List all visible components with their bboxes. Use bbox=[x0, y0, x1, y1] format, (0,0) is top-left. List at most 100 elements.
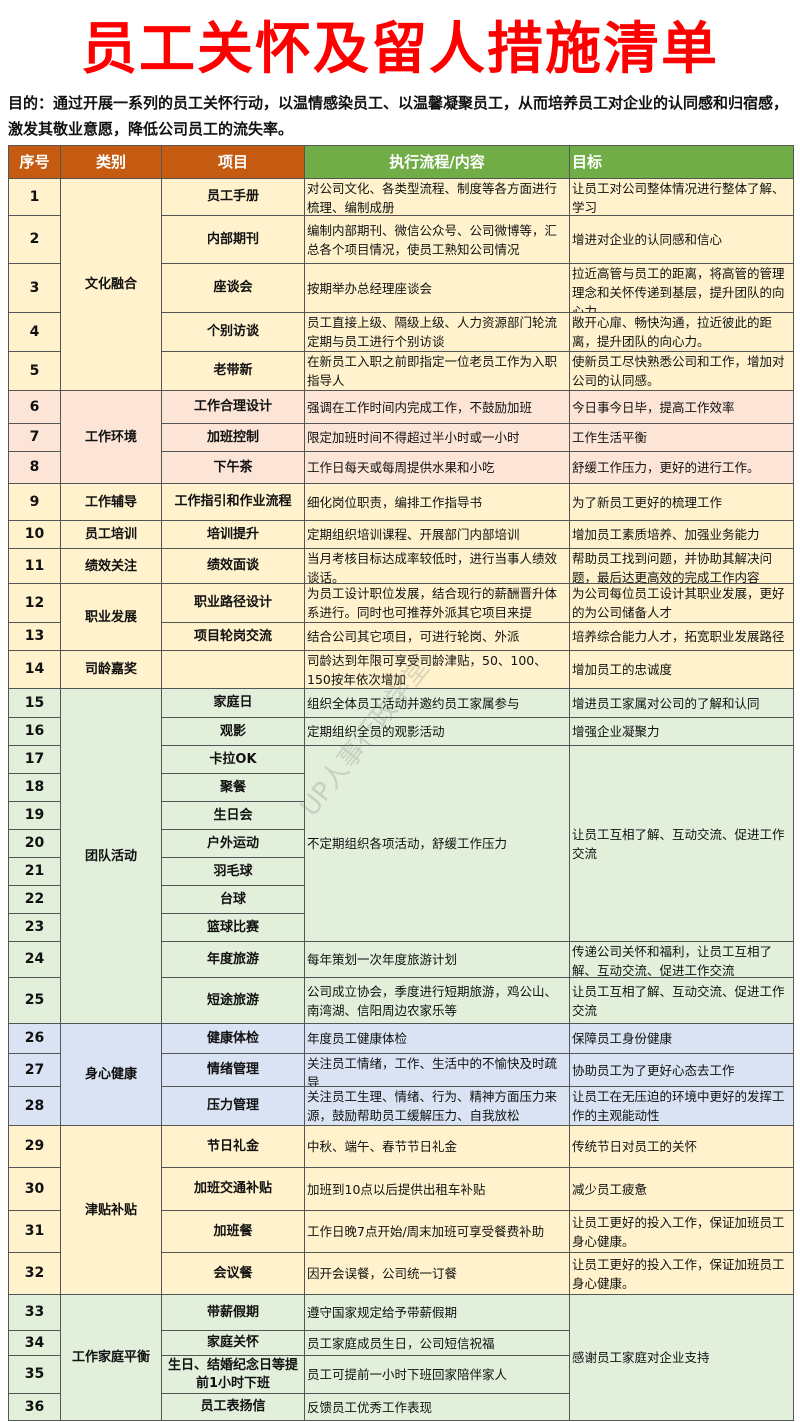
goal-cell-text: 舒缓工作压力，更好的进行工作。 bbox=[572, 460, 760, 475]
row-number: 3 bbox=[9, 264, 61, 313]
content-cell: 反馈员工优秀工作表现 bbox=[305, 1394, 570, 1421]
content-cell-text: 年度员工健康体检 bbox=[307, 1031, 408, 1046]
goal-cell: 使新员工尽快熟悉公司和工作，增加对公司的认同感。 bbox=[570, 352, 794, 391]
content-cell-text: 每年策划一次年度旅游计划 bbox=[307, 952, 458, 967]
item-cell: 个别访谈 bbox=[162, 313, 305, 352]
content-cell: 定期组织培训课程、开展部门内部培训 bbox=[305, 521, 570, 549]
item-cell: 加班控制 bbox=[162, 424, 305, 452]
row-number-text: 1 bbox=[29, 188, 40, 205]
content-cell: 公司成立协会，季度进行短期旅游，鸡公山、南湾湖、信阳周边农家乐等 bbox=[305, 978, 570, 1024]
item-cell: 年度旅游 bbox=[162, 942, 305, 978]
row-number: 10 bbox=[9, 521, 61, 549]
goal-cell: 增进员工家属对公司的了解和认同 bbox=[570, 689, 794, 718]
item-cell: 内部期刊 bbox=[162, 216, 305, 264]
item-cell: 培训提升 bbox=[162, 521, 305, 549]
item-cell bbox=[162, 651, 305, 689]
category-cell-text: 文化融合 bbox=[84, 277, 137, 292]
content-cell: 关注员工生理、情绪、行为、精神方面压力来源，鼓励帮助员工缓解压力、自我放松 bbox=[305, 1087, 570, 1126]
category-cell-text: 职业发展 bbox=[84, 609, 137, 625]
row-number: 29 bbox=[9, 1126, 61, 1168]
row-number: 14 bbox=[9, 651, 61, 689]
goal-cell: 为了新员工更好的梳理工作 bbox=[570, 484, 794, 521]
content-cell: 司龄达到年限可享受司龄津贴，50、100、150按年依次增加 bbox=[305, 651, 570, 689]
category-cell: 团队活动 bbox=[61, 689, 162, 1024]
goal-cell: 培养综合能力人才，拓宽职业发展路径 bbox=[570, 623, 794, 651]
row-number-text: 30 bbox=[24, 1180, 45, 1197]
row-number-text: 12 bbox=[24, 594, 45, 611]
content-cell-text: 不定期组织各项活动，舒缓工作压力 bbox=[307, 836, 508, 851]
content-cell-text: 司龄达到年限可享受司龄津贴，50、100、150按年依次增加 bbox=[307, 653, 547, 687]
row-number-text: 8 bbox=[29, 459, 40, 475]
item-cell-text: 家庭日 bbox=[213, 695, 253, 710]
goal-cell-text: 保障员工身份健康 bbox=[572, 1031, 673, 1046]
goal-cell: 让员工更好的投入工作，保证加班员工身心健康。 bbox=[570, 1211, 794, 1253]
item-cell: 台球 bbox=[162, 886, 305, 914]
content-cell: 为员工设计职位发展，结合现行的薪酬晋升体系进行。同时也可推荐外派其它项目来提 bbox=[305, 584, 570, 623]
row-number-text: 28 bbox=[24, 1097, 45, 1114]
category-cell-text: 司龄嘉奖 bbox=[84, 662, 137, 677]
row-number-text: 34 bbox=[24, 1334, 45, 1351]
content-cell: 强调在工作时间内完成工作，不鼓励加班 bbox=[305, 391, 570, 424]
item-cell-text: 卡拉OK bbox=[209, 751, 257, 767]
row-number-text: 32 bbox=[24, 1265, 45, 1281]
item-cell-text: 篮球比赛 bbox=[206, 919, 259, 935]
column-header: 项目 bbox=[162, 146, 305, 179]
goal-cell-text: 让员工互相了解、互动交流、促进工作交流 bbox=[572, 826, 785, 861]
row-number-text: 23 bbox=[24, 919, 45, 935]
category-cell-text: 工作家庭平衡 bbox=[71, 1350, 150, 1365]
row-number-text: 16 bbox=[24, 723, 45, 739]
row-number: 30 bbox=[9, 1168, 61, 1211]
row-number-text: 31 bbox=[24, 1223, 45, 1239]
row-number: 28 bbox=[9, 1087, 61, 1126]
item-cell-text: 加班交通补贴 bbox=[193, 1181, 272, 1196]
column-header-text: 类别 bbox=[95, 152, 126, 171]
column-header: 类别 bbox=[61, 146, 162, 179]
item-cell-text: 短途旅游 bbox=[206, 992, 259, 1008]
row-number: 6 bbox=[9, 391, 61, 424]
content-cell: 加班到10点以后提供出租车补贴 bbox=[305, 1168, 570, 1211]
row-number-text: 15 bbox=[24, 694, 45, 711]
goal-cell-text: 减少员工疲惫 bbox=[572, 1181, 648, 1197]
item-cell: 聚餐 bbox=[162, 774, 305, 802]
row-number: 23 bbox=[9, 914, 61, 942]
item-cell-text: 职业路径设计 bbox=[193, 595, 272, 610]
column-header-text: 项目 bbox=[217, 152, 248, 171]
item-cell-text: 绩效面谈 bbox=[206, 558, 259, 573]
category-cell-text: 身心健康 bbox=[84, 1067, 137, 1082]
item-cell: 短途旅游 bbox=[162, 978, 305, 1024]
content-cell: 因开会误餐，公司统一订餐 bbox=[305, 1253, 570, 1295]
row-number: 24 bbox=[9, 942, 61, 978]
goal-cell-text: 让员工更好的投入工作，保证加班员工身心健康。 bbox=[572, 1214, 785, 1249]
row-number: 17 bbox=[9, 746, 61, 774]
row-number: 27 bbox=[9, 1054, 61, 1087]
row-number-text: 35 bbox=[24, 1366, 45, 1382]
goal-cell: 让员工互相了解、互动交流、促进工作交流 bbox=[570, 978, 794, 1024]
goal-cell: 工作生活平衡 bbox=[570, 424, 794, 452]
item-cell: 绩效面谈 bbox=[162, 549, 305, 584]
column-header-text: 执行流程/内容 bbox=[389, 152, 485, 171]
content-cell-text: 当月考核目标达成率较低时，进行当事人绩效谈话。 bbox=[307, 551, 558, 584]
measures-table: 序号 类别 项目 执行流程/内容 目标 文化融合 工作环境 工作辅导 员工培训 绩效关注 职业发展司… bbox=[8, 145, 794, 1421]
row-number-text: 24 bbox=[24, 951, 45, 967]
goal-cell: 增加员工的忠诚度 bbox=[570, 651, 794, 689]
item-cell: 生日、结婚纪念日等提前1小时下班 bbox=[162, 1356, 305, 1394]
content-cell-text: 反馈员工优秀工作表现 bbox=[307, 1399, 433, 1415]
item-cell-text: 节日礼金 bbox=[206, 1138, 259, 1154]
item-cell: 老带新 bbox=[162, 352, 305, 391]
row-number-text: 21 bbox=[24, 863, 45, 879]
item-cell: 情绪管理 bbox=[162, 1054, 305, 1087]
item-cell-text: 羽毛球 bbox=[213, 863, 253, 879]
row-number: 13 bbox=[9, 623, 61, 651]
item-cell-text: 带薪假期 bbox=[206, 1304, 259, 1320]
content-cell-text: 组织全体员工活动并邀约员工家属参与 bbox=[307, 695, 520, 711]
row-number: 11 bbox=[9, 549, 61, 584]
category-cell-text: 员工培训 bbox=[84, 527, 137, 542]
goal-cell-text: 增加员工的忠诚度 bbox=[572, 662, 673, 677]
item-cell-text: 年度旅游 bbox=[206, 951, 259, 967]
content-cell: 工作日晚7点开始/周末加班可享受餐费补助 bbox=[305, 1211, 570, 1253]
item-cell-text: 压力管理 bbox=[206, 1098, 259, 1113]
row-number: 36 bbox=[9, 1394, 61, 1421]
content-cell: 对公司文化、各类型流程、制度等各方面进行梳理、编制成册 bbox=[305, 179, 570, 216]
row-number-text: 18 bbox=[24, 779, 45, 795]
goal-cell: 保障员工身份健康 bbox=[570, 1024, 794, 1054]
